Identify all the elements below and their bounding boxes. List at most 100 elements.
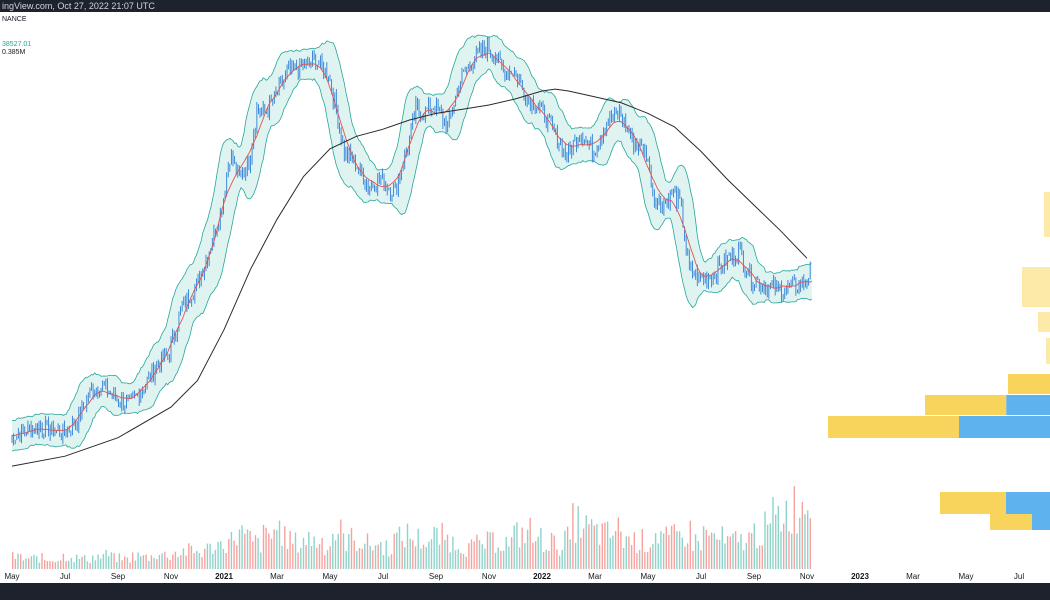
volume-bar — [622, 547, 625, 569]
volume-bar — [764, 511, 766, 569]
price-chart[interactable]: May Jul Sep Nov 2021 Mar May Jul Sep Nov 2022 Mar Ma… — [0, 12, 1050, 583]
x-axis-tick-label: Mar — [588, 572, 602, 581]
volume-bar — [398, 526, 401, 569]
x-axis-tick-label: 2022 — [533, 572, 551, 581]
volume-bar — [262, 524, 265, 569]
volume-bar — [486, 531, 489, 569]
volume-bar — [553, 535, 555, 569]
volume-bar — [57, 561, 59, 569]
volume-bar — [342, 533, 345, 569]
volume-bar — [700, 550, 702, 569]
volume-bar — [60, 560, 62, 569]
volume-bar — [46, 561, 49, 569]
volume-bar — [569, 539, 571, 569]
volume-bar — [374, 545, 377, 569]
volume-bar — [457, 549, 459, 569]
volume-bar — [380, 541, 382, 569]
volume-bar — [708, 535, 710, 569]
volume-bar — [678, 531, 681, 569]
volume-bar — [190, 545, 193, 569]
volume-bar — [716, 539, 718, 569]
volume-bar — [382, 555, 385, 569]
volume-bar — [297, 552, 299, 569]
volume-bar — [62, 553, 65, 569]
volume-bar — [358, 548, 361, 569]
volume-bar — [460, 553, 462, 569]
volume-bar — [193, 553, 195, 569]
volume-bar — [70, 558, 73, 569]
volume-bar — [556, 549, 558, 569]
volume-bar — [652, 543, 654, 569]
volume-bar — [68, 560, 70, 569]
volume-bar — [233, 540, 235, 569]
volume-bar — [278, 520, 281, 569]
volume-bar — [54, 562, 57, 569]
volume-bar — [508, 546, 510, 569]
volume-bar — [396, 532, 398, 569]
volume-bar — [713, 533, 715, 569]
x-axis-tick-label: May — [322, 572, 337, 581]
volume-bar — [89, 562, 91, 569]
volume-bar — [758, 545, 761, 569]
volume-bar — [689, 520, 691, 569]
volume-bar — [270, 538, 273, 569]
volume-bar — [76, 554, 78, 569]
volume-bar — [657, 543, 659, 569]
volume-bar — [492, 532, 494, 569]
volume-bar — [172, 554, 174, 569]
volume-bar — [164, 551, 166, 569]
volume-bar — [481, 544, 483, 569]
volume-bar — [302, 537, 305, 569]
volume-bar — [550, 532, 553, 569]
volume-bar — [710, 532, 713, 569]
volume-bar — [750, 533, 753, 569]
volume-bar — [588, 524, 590, 569]
volume-bar — [78, 559, 81, 569]
volume-bar — [276, 530, 278, 569]
volume-bar — [540, 528, 542, 569]
volume-bar — [246, 529, 249, 569]
volume-bar — [702, 526, 705, 569]
volume-bar — [222, 548, 225, 569]
volume-bar — [102, 554, 105, 569]
volume-bar — [257, 538, 259, 569]
volume-bar — [449, 552, 451, 569]
volume-bar — [609, 537, 611, 569]
volume-bar — [542, 551, 545, 569]
volume-bar — [676, 531, 678, 569]
x-axis-tick-label: May — [4, 572, 19, 581]
volume-bar — [753, 523, 755, 569]
x-axis-tick-label: Sep — [429, 572, 444, 581]
volume-bar — [470, 539, 473, 569]
volume-bar — [783, 523, 785, 569]
volume-bar — [564, 530, 566, 569]
volume-bar — [166, 557, 169, 569]
volume-bar — [718, 539, 721, 569]
volume-bar — [625, 536, 627, 569]
volume-bar — [772, 497, 774, 569]
volume-bar — [409, 538, 411, 569]
volume-bar — [537, 536, 539, 569]
volume-bar — [369, 545, 371, 569]
volume-profile-bar-buy-0 — [1032, 510, 1050, 530]
volume-bar — [30, 556, 33, 569]
volume-bar — [129, 562, 131, 569]
volume-bar — [289, 531, 291, 569]
volume-bar — [217, 542, 219, 569]
volume-bar — [548, 550, 550, 569]
price-label: 38527.01 — [2, 41, 32, 48]
volume-bar — [110, 552, 113, 569]
volume-bar — [393, 533, 395, 569]
volume-bar — [686, 543, 689, 569]
volume-bar — [633, 532, 635, 569]
volume-bar — [654, 533, 657, 569]
volume-bar — [572, 503, 574, 569]
volume-bar — [745, 543, 747, 569]
volume-bar — [324, 555, 326, 569]
volume-bar — [737, 542, 739, 569]
volume-bar — [484, 548, 486, 569]
volume-bar — [766, 524, 769, 569]
volume-bar — [228, 539, 230, 569]
x-axis-tick-label: Sep — [111, 572, 126, 581]
volume-bar — [444, 540, 446, 569]
